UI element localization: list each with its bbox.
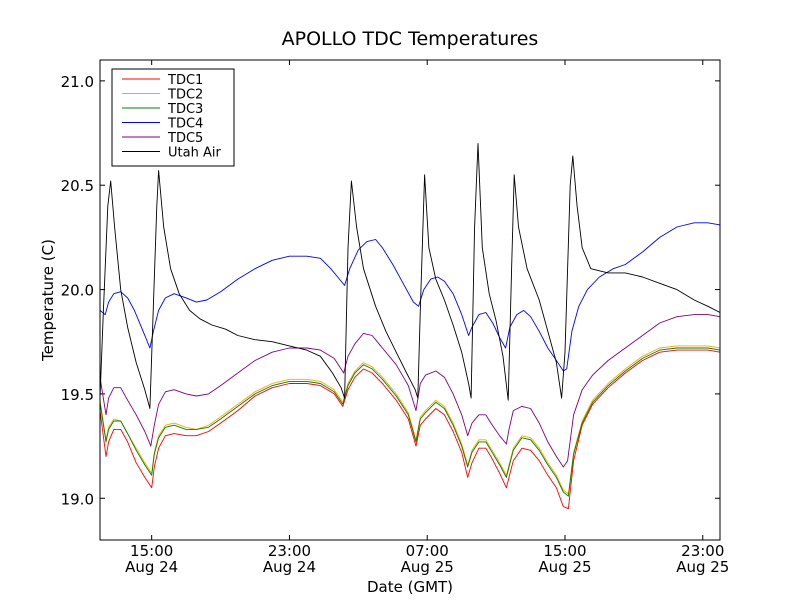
plot-frame: [99, 59, 721, 541]
y-axis-label: Temperature (C): [39, 239, 57, 362]
y-tick-label: 21.0: [61, 73, 94, 91]
y-tick-label: 20.5: [61, 177, 94, 195]
x-tick-time-label: 15:00: [543, 542, 586, 560]
x-tick-date-label: Aug 25: [401, 558, 454, 576]
y-tick-label: 19.0: [61, 490, 94, 508]
x-tick-time-label: 07:00: [406, 542, 449, 560]
x-tick-time-label: 23:00: [268, 542, 311, 560]
plot-series: [99, 143, 721, 510]
x-tick-date-label: Aug 24: [263, 558, 316, 576]
x-axis-label: Date (GMT): [367, 578, 453, 596]
series-line-utah-air: [99, 143, 721, 409]
legend-label-tdc5: TDC5: [167, 131, 203, 146]
legend-label-tdc4: TDC4: [167, 117, 203, 132]
y-tick-label: 20.0: [61, 282, 94, 300]
legend-label-tdc1: TDC1: [167, 73, 203, 88]
x-tick-date-label: Aug 25: [538, 558, 591, 576]
x-tick-time-label: 23:00: [681, 542, 724, 560]
series-line-tdc1: [99, 349, 721, 510]
chart-title: APOLLO TDC Temperatures: [282, 28, 539, 50]
series-line-tdc3: [99, 347, 721, 497]
legend-box: [111, 68, 235, 167]
legend-label-tdc3: TDC3: [167, 102, 203, 117]
legend-label-utah-air: Utah Air: [168, 146, 221, 161]
y-tick-label: 19.5: [61, 386, 94, 404]
legend-label-tdc2: TDC2: [167, 88, 203, 103]
x-tick-time-label: 15:00: [130, 542, 173, 560]
x-tick-date-label: Aug 24: [125, 558, 178, 576]
x-tick-date-label: Aug 25: [676, 558, 729, 576]
series-line-tdc4: [99, 222, 721, 372]
